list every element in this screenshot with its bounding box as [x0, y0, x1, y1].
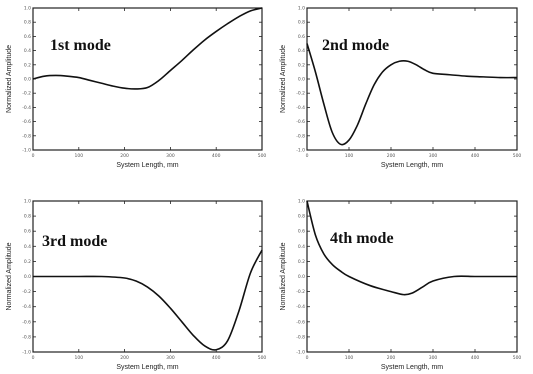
y-tick-label: -0.2	[22, 289, 31, 295]
x-axis-label: System Length, mm	[381, 364, 443, 371]
x-tick-label: 0	[306, 153, 309, 159]
x-tick-label: 500	[513, 153, 522, 159]
y-tick-label: 0.6	[24, 34, 31, 40]
y-axis-label: Normalized Amplitude	[280, 242, 287, 310]
y-tick-label: 0.4	[24, 48, 31, 54]
y-tick-label: 0.8	[298, 20, 305, 26]
y-tick-label: 1.0	[298, 6, 305, 12]
y-tick-label: 0.0	[24, 77, 31, 83]
y-tick-label: 0.8	[24, 214, 31, 220]
x-tick-label: 400	[212, 355, 221, 361]
mode-curve-1	[32, 7, 263, 90]
y-tick-label: -1.0	[22, 350, 31, 356]
mode-curve-3	[33, 249, 263, 351]
panel-title-3: 3rd mode	[42, 233, 107, 250]
y-tick-label: 0.8	[298, 214, 305, 220]
x-tick-label: 100	[345, 153, 354, 159]
y-tick-label: -0.2	[22, 91, 31, 97]
x-tick-label: 300	[429, 355, 438, 361]
x-tick-label: 300	[429, 153, 438, 159]
y-axis-label: Normalized Amplitude	[6, 45, 13, 113]
mode-curve-2	[306, 43, 518, 146]
x-tick-label: 400	[471, 355, 480, 361]
y-tick-label: -0.8	[296, 334, 305, 340]
y-tick-label: -0.6	[22, 319, 31, 325]
x-tick-label: 200	[120, 355, 129, 361]
x-tick-label: 400	[471, 153, 480, 159]
y-tick-label: -0.8	[22, 133, 31, 139]
x-tick-label: 200	[387, 153, 396, 159]
y-tick-label: -0.6	[22, 119, 31, 125]
y-tick-label: 0.4	[298, 48, 305, 54]
x-tick-label: 200	[120, 153, 129, 159]
y-tick-label: 0.6	[298, 34, 305, 40]
x-axis-label: System Length, mm	[381, 162, 443, 169]
y-tick-label: 0.4	[298, 244, 305, 250]
y-tick-label: 0.0	[298, 77, 305, 83]
plot-frame-1	[32, 7, 263, 151]
y-tick-label: 0.8	[24, 20, 31, 26]
y-tick-label: 0.4	[24, 244, 31, 250]
x-axis-label: System Length, mm	[116, 364, 178, 371]
x-tick-label: 200	[387, 355, 396, 361]
x-tick-label: 0	[32, 355, 35, 361]
y-tick-label: -0.6	[296, 119, 305, 125]
y-tick-label: -0.4	[22, 105, 31, 111]
x-axis-label: System Length, mm	[116, 162, 178, 169]
x-tick-label: 300	[166, 355, 175, 361]
y-tick-label: -1.0	[296, 148, 305, 154]
y-tick-label: 1.0	[24, 199, 31, 205]
x-tick-label: 300	[166, 153, 175, 159]
y-tick-label: -0.4	[22, 304, 31, 310]
y-axis-label: Normalized Amplitude	[6, 242, 13, 310]
y-tick-label: -0.2	[296, 91, 305, 97]
y-tick-label: 0.0	[24, 274, 31, 280]
y-tick-label: -0.2	[296, 289, 305, 295]
y-axis-label: Normalized Amplitude	[280, 45, 287, 113]
mode-curve-4	[306, 200, 517, 296]
panel-title-4: 4th mode	[330, 230, 394, 247]
panel-title-1: 1st mode	[50, 37, 111, 54]
y-tick-label: -1.0	[22, 148, 31, 154]
x-tick-label: 400	[212, 153, 221, 159]
y-tick-label: 0.2	[24, 62, 31, 68]
y-tick-label: 1.0	[298, 199, 305, 205]
x-tick-label: 100	[75, 153, 84, 159]
y-tick-label: -0.4	[296, 105, 305, 111]
x-tick-label: 500	[513, 355, 522, 361]
x-tick-label: 0	[306, 355, 309, 361]
x-tick-label: 100	[345, 355, 354, 361]
y-tick-label: 1.0	[24, 6, 31, 12]
y-tick-label: -0.8	[296, 133, 305, 139]
y-tick-label: 0.0	[298, 274, 305, 280]
x-tick-label: 0	[32, 153, 35, 159]
panel-title-2: 2nd mode	[322, 37, 389, 54]
y-tick-label: -1.0	[296, 350, 305, 356]
plot-frame-2	[306, 7, 518, 151]
x-tick-label: 500	[258, 153, 267, 159]
y-tick-label: -0.8	[22, 334, 31, 340]
y-tick-label: -0.4	[296, 304, 305, 310]
y-tick-label: 0.2	[298, 259, 305, 265]
x-tick-label: 100	[75, 355, 84, 361]
y-tick-label: 0.6	[24, 229, 31, 235]
y-tick-label: 0.2	[24, 259, 31, 265]
x-tick-label: 500	[258, 355, 267, 361]
y-tick-label: 0.6	[298, 229, 305, 235]
y-tick-label: -0.6	[296, 319, 305, 325]
y-tick-label: 0.2	[298, 62, 305, 68]
